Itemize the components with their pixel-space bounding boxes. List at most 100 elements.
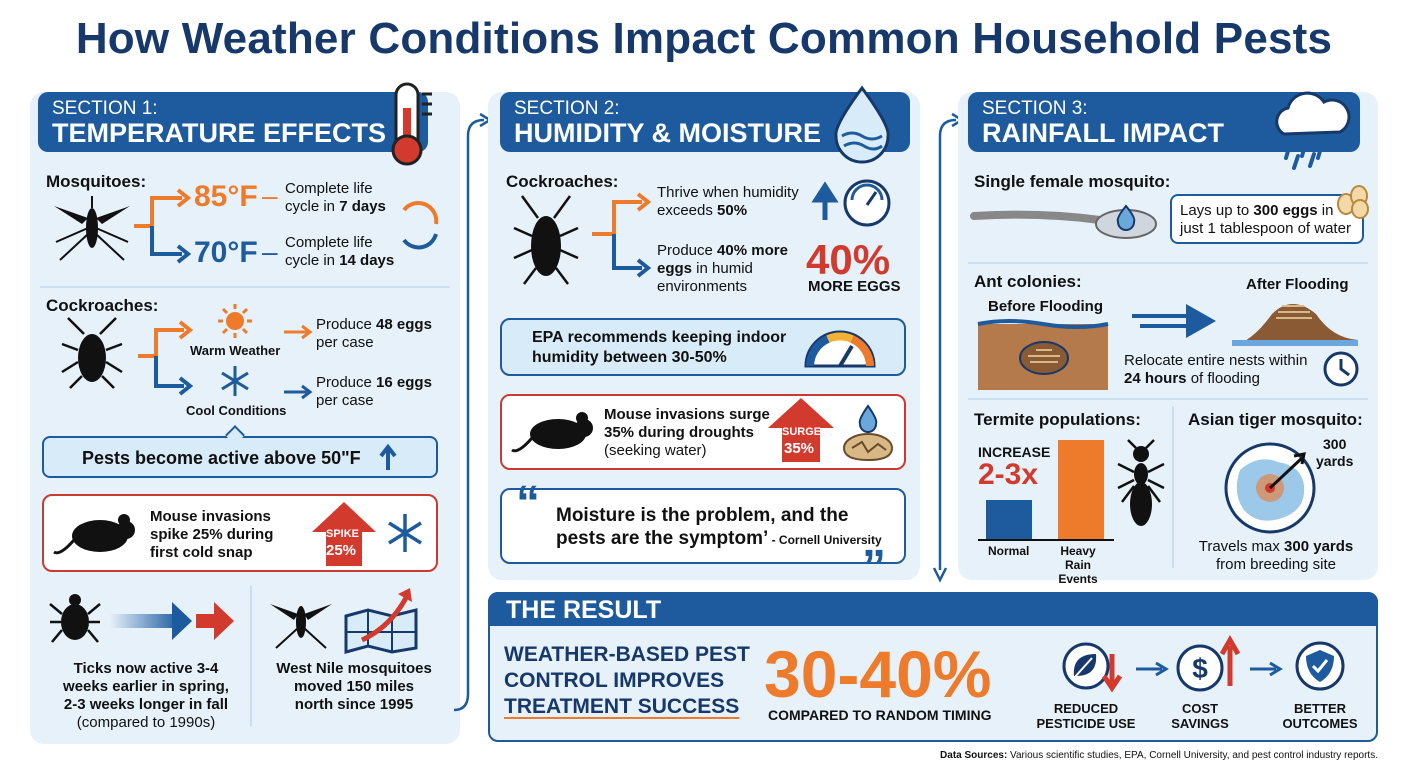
clock-icon bbox=[1323, 351, 1359, 387]
section-1-header: SECTION 1: TEMPERATURE EFFECTS bbox=[38, 92, 428, 152]
heavy-rain-line1: Heavy Rain bbox=[1060, 544, 1096, 572]
west-nile-text: West Nile mosquitoes moved 150 miles nor… bbox=[262, 660, 446, 714]
warm-weather-label: Warm Weather bbox=[190, 343, 281, 358]
result-title: THE RESULT bbox=[506, 596, 662, 624]
eggs-48-value: 48 eggs bbox=[376, 316, 432, 333]
mosquito-icon bbox=[270, 604, 332, 649]
result-line1: WEATHER-BASED PEST bbox=[504, 643, 750, 666]
data-sources-text: Various scientific studies, EPA, Cornell… bbox=[1007, 750, 1378, 761]
arrow-up-icon bbox=[811, 181, 839, 220]
spike-label: SPIKE bbox=[326, 528, 360, 540]
divider bbox=[968, 262, 1368, 264]
ticks-line4: (compared to 1990s) bbox=[76, 714, 216, 731]
snowflake-icon bbox=[221, 366, 249, 396]
mouse-drought-line2: 35% during droughts bbox=[604, 424, 754, 441]
active-callout bbox=[42, 436, 438, 478]
relocate-text: Relocate entire nests within 24 hours of… bbox=[1124, 352, 1307, 388]
outcome-cost-line1: COST bbox=[1181, 701, 1219, 716]
yards-unit: yards bbox=[1316, 453, 1354, 469]
eggs-48: Produce 48 eggs per case bbox=[316, 316, 432, 352]
heavy-rain-line2: Events bbox=[1058, 572, 1098, 586]
tick-icon bbox=[49, 594, 101, 643]
temp-85: 85°F bbox=[194, 180, 258, 213]
quote-source: - Cornell University bbox=[768, 533, 882, 547]
result-comparison: COMPARED TO RANDOM TIMING bbox=[768, 707, 992, 723]
outcome-reduced-line1: REDUCED bbox=[1053, 701, 1119, 716]
eggs-16-value: 16 eggs bbox=[376, 374, 432, 391]
travels-text: Travels max 300 yards from breeding site bbox=[1186, 538, 1366, 574]
lays-callout bbox=[1170, 194, 1364, 244]
dash-85: – bbox=[262, 180, 278, 211]
quote-card bbox=[500, 488, 906, 564]
mouse-cold-line3: first cold snap bbox=[150, 544, 253, 561]
close-quote-icon: ” bbox=[862, 541, 886, 594]
relocate-value: 24 hours bbox=[1124, 370, 1187, 387]
sun-icon bbox=[218, 304, 252, 338]
map-arrow-icon bbox=[344, 588, 418, 654]
arrow-up-icon bbox=[379, 443, 397, 470]
termite-bar-normal bbox=[986, 500, 1032, 540]
cycle-70-line1: Complete life bbox=[285, 234, 373, 251]
ant-nest-after-icon bbox=[1232, 304, 1358, 346]
lays-in: in bbox=[1317, 202, 1334, 219]
dash-70: – bbox=[262, 236, 278, 267]
mouse-cold-text: Mouse invasions spike 25% during first c… bbox=[150, 508, 273, 562]
ticks-line2: weeks earlier in spring, bbox=[63, 678, 229, 695]
branch-arrows bbox=[592, 192, 652, 278]
branch-arrows bbox=[134, 188, 192, 264]
data-sources-label: Data Sources: bbox=[940, 750, 1008, 761]
section-2-title: HUMIDITY & MOISTURE bbox=[514, 118, 822, 148]
relocate-line1: Relocate entire nests within bbox=[1124, 352, 1308, 369]
termite-icon bbox=[1117, 439, 1165, 526]
thrive-value: 50% bbox=[717, 202, 748, 219]
surge-label: SURGE bbox=[782, 426, 822, 438]
rain-cloud-icon bbox=[1275, 91, 1351, 170]
produce-text: Produce 40% more eggs in humid environme… bbox=[657, 242, 788, 296]
mouse-cold-line1: Mouse invasions bbox=[150, 508, 271, 525]
tiger-mosquito-heading: Asian tiger mosquito: bbox=[1188, 410, 1363, 429]
section-1-title: TEMPERATURE EFFECTS bbox=[52, 118, 387, 148]
produce-value: 40% more bbox=[717, 242, 788, 259]
temp-70: 70°F bbox=[194, 236, 258, 269]
produce-line2: in humid bbox=[692, 260, 753, 277]
cycle-85: Complete life cycle in 7 days bbox=[285, 180, 386, 216]
open-quote-icon: “ bbox=[516, 477, 540, 530]
dry-ground-icon bbox=[842, 404, 894, 462]
produce-line3: environments bbox=[657, 278, 748, 295]
west-nile-line3: north since 1995 bbox=[294, 696, 414, 713]
cool-conditions-label: Cool Conditions bbox=[186, 403, 287, 418]
hygrometer-icon bbox=[843, 179, 891, 227]
mouse-icon bbox=[511, 412, 593, 453]
thrive-text: Thrive when humidity exceeds 50% bbox=[657, 184, 799, 220]
eggs-16-prefix: Produce bbox=[316, 374, 377, 391]
ticks-line3: 2-3 weeks longer in fall bbox=[63, 696, 229, 713]
outcome-better-line1: BETTER bbox=[1294, 701, 1346, 716]
quote-text: Moisture is the problem, and the pests a… bbox=[556, 504, 882, 552]
ticks-text: Ticks now active 3-4 weeks earlier in sp… bbox=[48, 660, 244, 732]
cycle-85-days: 7 days bbox=[339, 198, 386, 215]
section-3-label: SECTION 3: bbox=[982, 98, 1088, 119]
forty-percent: 40% bbox=[806, 236, 891, 283]
surge-arrow-icon bbox=[768, 398, 834, 462]
spoon-icon bbox=[970, 204, 1157, 239]
mouse-drought-line3: (seeking water) bbox=[604, 442, 707, 459]
result-line2: CONTROL IMPROVES bbox=[504, 669, 725, 692]
spike-arrow-icon bbox=[312, 502, 376, 566]
active-threshold-text: Pests become active above 50"F bbox=[82, 448, 361, 468]
termite-bar-heavy-rain bbox=[1058, 440, 1104, 540]
ticks-line1: Ticks now active 3-4 bbox=[73, 660, 219, 677]
ant-colonies-heading: Ant colonies: bbox=[974, 272, 1082, 291]
dollar-icon: $ bbox=[1176, 634, 1241, 692]
mouse-icon bbox=[53, 514, 135, 555]
section-1-label: SECTION 1: bbox=[52, 98, 158, 119]
west-nile-line2: moved 150 miles bbox=[293, 678, 415, 695]
epa-text: EPA recommends keeping indoor humidity b… bbox=[532, 328, 786, 368]
epa-line1: EPA recommends keeping indoor bbox=[532, 329, 787, 346]
eggs-icon bbox=[1337, 185, 1369, 219]
cockroach-icon bbox=[513, 195, 579, 285]
increase-label: INCREASE bbox=[978, 444, 1051, 460]
before-flooding-label: Before Flooding bbox=[988, 298, 1103, 315]
cycle-70-line2: cycle in bbox=[285, 252, 340, 269]
lays-line1: Lays up to bbox=[1180, 202, 1254, 219]
spike-percent: 25% bbox=[326, 542, 357, 559]
